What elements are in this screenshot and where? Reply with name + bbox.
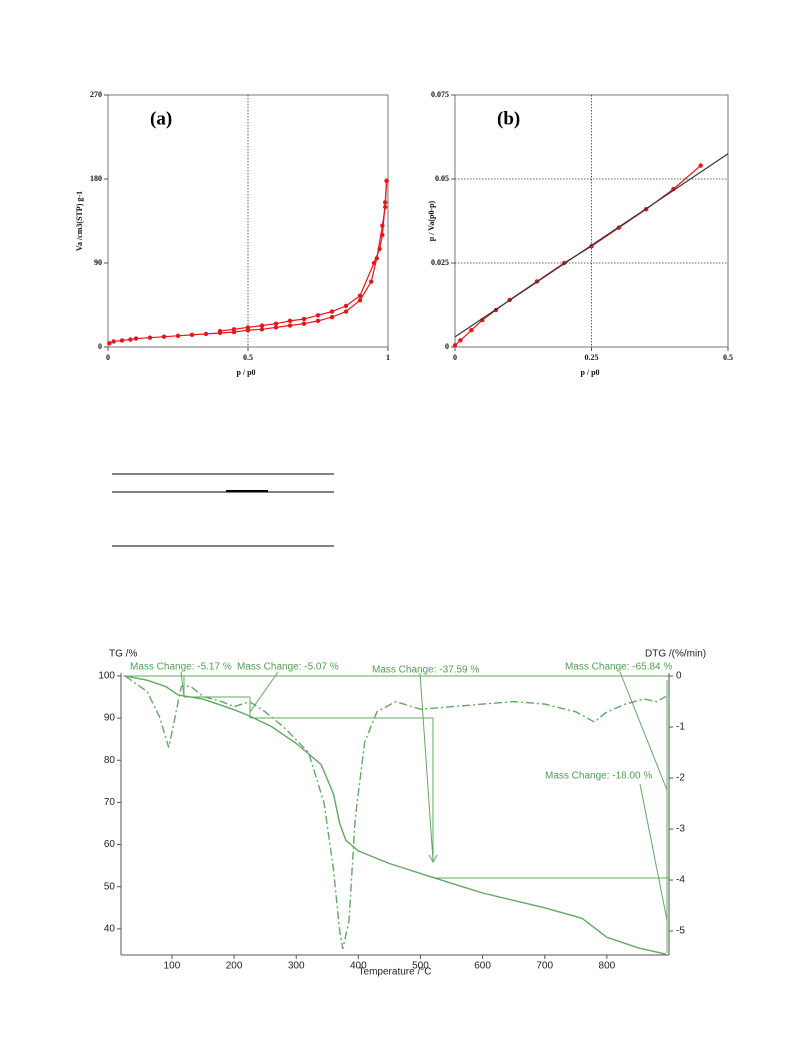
data-point — [357, 293, 363, 298]
y-tick-label: 180 — [90, 174, 102, 183]
y2-tick-label: -4 — [676, 875, 685, 886]
data-point — [458, 338, 463, 343]
y-tick-label: 90 — [94, 258, 102, 267]
x-tick-label: 0 — [106, 353, 110, 362]
data-point — [231, 327, 237, 332]
data-point — [203, 331, 209, 337]
data-point — [377, 246, 382, 252]
y-tick-label: 90 — [104, 713, 116, 724]
data-point — [147, 335, 153, 340]
data-point — [259, 327, 265, 332]
annotation: Mass Change: -18.00 % — [545, 771, 652, 782]
x-tick-label: 200 — [226, 961, 243, 972]
data-point — [217, 328, 223, 334]
data-point — [343, 309, 349, 314]
y2-tick-label: 0 — [676, 671, 682, 682]
data-point — [245, 325, 251, 330]
data-point — [107, 341, 112, 346]
x-tick-label: 100 — [164, 961, 181, 972]
data-point — [287, 323, 293, 328]
data-point — [469, 328, 474, 333]
data-point — [452, 343, 458, 348]
x-tick-label: 300 — [288, 961, 305, 972]
x-tick-label: 500 — [412, 961, 429, 972]
x-tick-label: 400 — [350, 961, 367, 972]
x-tick-label: 800 — [599, 961, 616, 972]
data-point — [175, 333, 181, 338]
series-line — [109, 180, 388, 344]
x-tick-label: 700 — [536, 961, 553, 972]
annotation: Mass Change: -37.59 % — [372, 665, 479, 676]
data-point — [189, 332, 195, 338]
y-tick-label: 0 — [445, 342, 449, 351]
data-point — [343, 303, 349, 309]
data-point — [315, 318, 321, 324]
y-tick-label: 100 — [98, 671, 115, 682]
x-tick-label: 0 — [453, 353, 457, 362]
data-point — [273, 321, 279, 326]
y-tick-label: 0.05 — [435, 174, 449, 183]
data-point — [380, 232, 385, 238]
y-tick-label: 0.075 — [431, 90, 449, 99]
data-point — [111, 339, 116, 344]
x-tick-label: 1 — [386, 353, 390, 362]
x-axis-label: p / p0 — [580, 368, 599, 377]
data-point — [301, 316, 307, 322]
y-tick-label: 40 — [104, 924, 116, 935]
y-axis-label: p / Va(p0-p) — [427, 200, 436, 241]
series-line — [124, 675, 667, 950]
panel-label: (b) — [497, 108, 520, 129]
annotation: Mass Change: -65.84 % — [565, 662, 672, 673]
data-point — [383, 200, 388, 205]
y-axis-label: TG /% — [109, 649, 137, 660]
y-tick-label: 0 — [98, 342, 102, 351]
data-point — [329, 309, 335, 314]
data-point — [369, 279, 374, 284]
y2-tick-label: -5 — [676, 926, 685, 937]
y-tick-label: 270 — [90, 90, 102, 99]
y2-tick-label: -2 — [676, 773, 685, 784]
x-axis-label: p / p0 — [236, 368, 255, 377]
data-point — [371, 260, 377, 266]
data-point — [698, 163, 703, 168]
panel-label: (a) — [150, 108, 172, 129]
data-point — [161, 334, 167, 339]
annotation-guides — [123, 671, 669, 953]
x-axis-label: Temperature /°C — [359, 967, 432, 978]
y-tick-label: 70 — [104, 797, 116, 808]
data-point — [329, 314, 335, 320]
x-tick-label: 0.5 — [243, 353, 253, 362]
data-point — [357, 298, 363, 303]
annotation: Mass Change: -5.07 % — [237, 662, 339, 673]
series-line — [125, 675, 667, 955]
y-tick-label: 50 — [104, 881, 116, 892]
series-line — [454, 153, 729, 338]
y2-tick-label: -1 — [676, 722, 685, 733]
y2-tick-label: -3 — [676, 824, 685, 835]
data-point — [384, 178, 389, 184]
data-point — [259, 323, 265, 328]
data-point — [315, 313, 321, 318]
data-point — [287, 318, 293, 324]
x-tick-label: 0.5 — [723, 353, 733, 362]
data-point — [301, 321, 307, 326]
series-line — [219, 180, 388, 332]
data-point — [273, 325, 279, 330]
x-tick-label: 0.25 — [585, 353, 599, 362]
y-tick-label: 80 — [104, 755, 116, 766]
x-tick-label: 600 — [474, 961, 491, 972]
y-axis-label: Va /cm3(STP) g-1 — [75, 191, 84, 251]
data-point — [380, 223, 385, 228]
y2-axis-label: DTG /(%/min) — [645, 649, 706, 660]
data-point — [128, 337, 133, 342]
y-tick-label: 0.025 — [431, 258, 449, 267]
annotation: Mass Change: -5.17 % — [130, 662, 232, 673]
data-point — [133, 336, 139, 341]
series-line — [454, 165, 702, 346]
data-point — [119, 338, 125, 343]
y-tick-label: 60 — [104, 839, 116, 850]
